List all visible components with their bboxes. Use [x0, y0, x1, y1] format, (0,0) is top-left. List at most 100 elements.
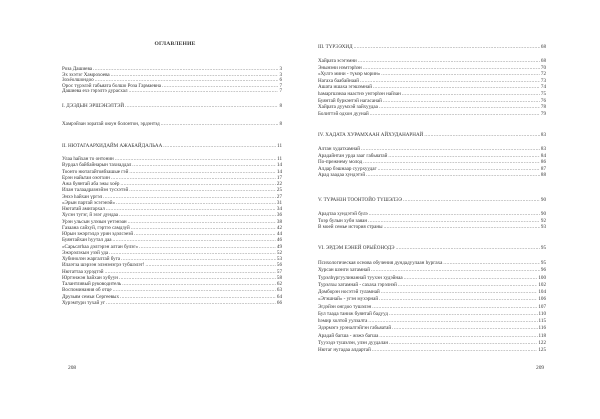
toc-entry: Вурдал байбайнарын тахиаддал 14: [62, 162, 282, 168]
toc-entry: Хамрэйзан зоратай оюун болонтон, эрдэнтэ…: [62, 121, 282, 127]
dot-leader: [371, 267, 540, 274]
entry-title: Ашата ишаха эгэшэмнай: [318, 84, 372, 91]
entry-title: Талантливый руководитель: [62, 281, 122, 287]
entry-page: 3: [279, 71, 282, 78]
toc-entry: Домборэн носэтэй гуламнай 104: [318, 289, 546, 296]
entry-title: Хамрэйзан зоратай оюун болонтон, эрдэнтэ…: [62, 121, 160, 127]
entry-title: II. НЮТАГААРХИДАЙМ АЖАБАЙДАЛЬАА: [62, 143, 163, 149]
entry-page: 53: [276, 256, 282, 262]
section-heading: VI. ЭРДЭМ ЕЭНЕЙ ОРЫЁОНОДЭ 95: [318, 245, 546, 251]
entry-page: 57: [276, 268, 282, 275]
toc-entry: Илаэтза шэрээн элэнэнэгрэ тубшэлэт! 56: [62, 262, 282, 268]
entry-page: 116: [538, 325, 546, 332]
dot-leader: [424, 132, 540, 138]
toc-group: Хамрэйзан зоратай оюун болонтон, эрдэнтэ…: [62, 121, 282, 127]
entry-page: 8: [279, 121, 282, 127]
toc-entry: hэмир холтой уулзалта 115: [318, 318, 546, 325]
dot-leader: [129, 89, 279, 95]
toc-group: Роза Дашиева3Эх эхэтэг Хамрохоева3Зохёол…: [62, 66, 282, 95]
entry-page: 106: [538, 296, 546, 303]
entry-page: 7: [279, 82, 282, 89]
entry-title: Ерэн найьтаи оэотхин: [62, 174, 110, 181]
entry-title: Хурэмтури тухай уг: [62, 299, 106, 306]
entry-page: 56: [276, 262, 282, 269]
entry-title: Ажа буянтай аба эжы хоёр: [62, 181, 120, 187]
toc-entry: Газаана сайхуй, гэртээ самдзуй 42: [62, 225, 282, 231]
entry-title: VI. ЭРДЭМ ЕЭНЕЙ ОРЫЁОНОДЭ: [318, 245, 395, 251]
page-number: 209: [536, 365, 545, 371]
toc-entry: Хайрата дуумхэй зайхуудаа 78: [318, 104, 546, 111]
toc-entry: «Хулгэ мини - түмэр морин» 72: [318, 71, 546, 78]
dot-leader: [372, 347, 538, 354]
toc-entry: «Сарьсатhаа дэлгэрэн алтан булэг» 49: [62, 244, 282, 250]
toc-entry: Хурэмтури тухай уг 66: [62, 300, 282, 306]
entry-page: 34: [276, 206, 282, 212]
entry-title: Газаана сайхуй, гэртээ самдзуй: [62, 224, 130, 231]
toc-entry: III. ТҮРЭЭХИД 68: [318, 44, 546, 50]
entry-page: 95: [540, 245, 546, 251]
entry-title: Нютаг нугадаа алдартай: [318, 347, 371, 353]
dot-leader: [381, 289, 538, 296]
entry-title: Арадтаа хундэтэй булэ: [318, 211, 368, 217]
entry-title: Илаэтза шэрээн элэнэнэгрэ тубшэлэт!: [62, 262, 145, 269]
toc-entry: Хурсан шэнги хатамнай 96: [318, 267, 546, 274]
entry-page: 46: [276, 237, 282, 244]
dot-leader: [368, 318, 537, 325]
entry-page: 93: [540, 224, 546, 231]
entry-page: 31: [276, 199, 282, 206]
entry-page: 62: [276, 281, 282, 287]
entry-page: 87: [540, 165, 546, 172]
entry-title: Домборэн носэтэй гуламнай: [318, 289, 380, 295]
dot-leader: [369, 211, 540, 218]
entry-page: 96: [540, 267, 546, 274]
left-page: ОГЛАВЛЕНИЕ 208 Роза Дашиева3Эх эхэтэг Ха…: [0, 0, 300, 419]
entry-title: Арадайнтан урда зааг габьяатай: [318, 152, 388, 159]
entry-page: 79: [540, 110, 546, 117]
toc-entry: Друзьям семьи Сергеевых 64: [62, 294, 282, 300]
toc-entry: Арадай багша - жэжэ багша 118: [318, 333, 546, 340]
toc-entry: Нютаг нугадаа алдартай 125: [318, 347, 546, 354]
entry-title: Нагаха баабайнаай: [318, 77, 359, 84]
entry-page: 83: [540, 132, 546, 138]
right-page: 209 III. ТҮРЭЭХИД68 Хайрата эсэгэмни68Эны…: [300, 0, 600, 419]
dot-leader: [379, 104, 540, 111]
dot-leader: [392, 325, 537, 332]
dot-leader: [360, 78, 540, 85]
entry-page: 90: [540, 197, 546, 203]
entry-title: Болиттэй одхон дуунай: [318, 110, 369, 117]
entry-title: Эх эхэтэг Хамрохоева: [62, 71, 110, 78]
entry-title: «Хулгэ мини - түмэр морин»: [318, 71, 381, 78]
section-heading: V. ТҮРАНЗН ТООНТОЙО ТҮШЭЛЭЭ 90: [318, 197, 546, 203]
toc-group: Хайрата эсэгэмни68Энынэни нэмтэрhэн70«Ху…: [318, 58, 546, 117]
entry-page: 44: [276, 231, 282, 237]
entry-title: Илан талаадразнэйэн тусхэтэй: [62, 187, 129, 194]
entry-page: 73: [540, 77, 546, 84]
entry-title: Туухэдэ тушэлэн, улэн дуудалан: [318, 339, 389, 346]
entry-page: 90: [540, 211, 546, 217]
entry-title: Тоонто нютагайтоябзашые гэй: [62, 168, 129, 175]
entry-title: Арад заадаа хундэтэй: [318, 172, 366, 178]
entry-title: Нютатай амигархал: [62, 206, 105, 212]
dot-leader: [366, 172, 540, 179]
entry-page: 66: [276, 299, 282, 306]
dot-leader: [396, 245, 540, 251]
toc-entry: Эх эхэтэг Хамрохоева 3: [62, 71, 282, 79]
entry-title: Зохёолшондоо: [62, 77, 94, 84]
entry-page: 58: [276, 274, 282, 281]
toc-entry: Талантливый руководитель 62: [62, 281, 282, 287]
toc-entry: Туухэдэ тушэлэн, улэн дуудалан 122: [318, 340, 546, 347]
entry-page: 27: [276, 193, 282, 200]
entry-page: 11: [277, 156, 282, 162]
entry-title: V. ТҮРАНЗН ТООНТОЙО ТҮШЭЛЭЭ: [318, 197, 402, 203]
entry-page: 22: [276, 181, 282, 187]
toc-entry: Тоонто нютагайтоябзашые гэй 14: [62, 169, 282, 175]
entry-page: 7: [279, 88, 282, 95]
entry-page: 3: [279, 66, 282, 72]
toc-entry: «Эрын партай эсэгэнэй» 31: [62, 200, 282, 206]
toc-entry: Арад заадаа хундэтэй 88: [318, 172, 546, 179]
entry-page: 25: [276, 187, 282, 194]
toc-entry: Эжэрэлэхын узэй уда 52: [62, 250, 282, 256]
dot-leader: [379, 296, 537, 303]
entry-title: Хурсан шэнги хатамнай: [318, 267, 370, 274]
toc-entry: Турэлhүргуулинаннай туухэн худэйнаа 100: [318, 275, 546, 282]
